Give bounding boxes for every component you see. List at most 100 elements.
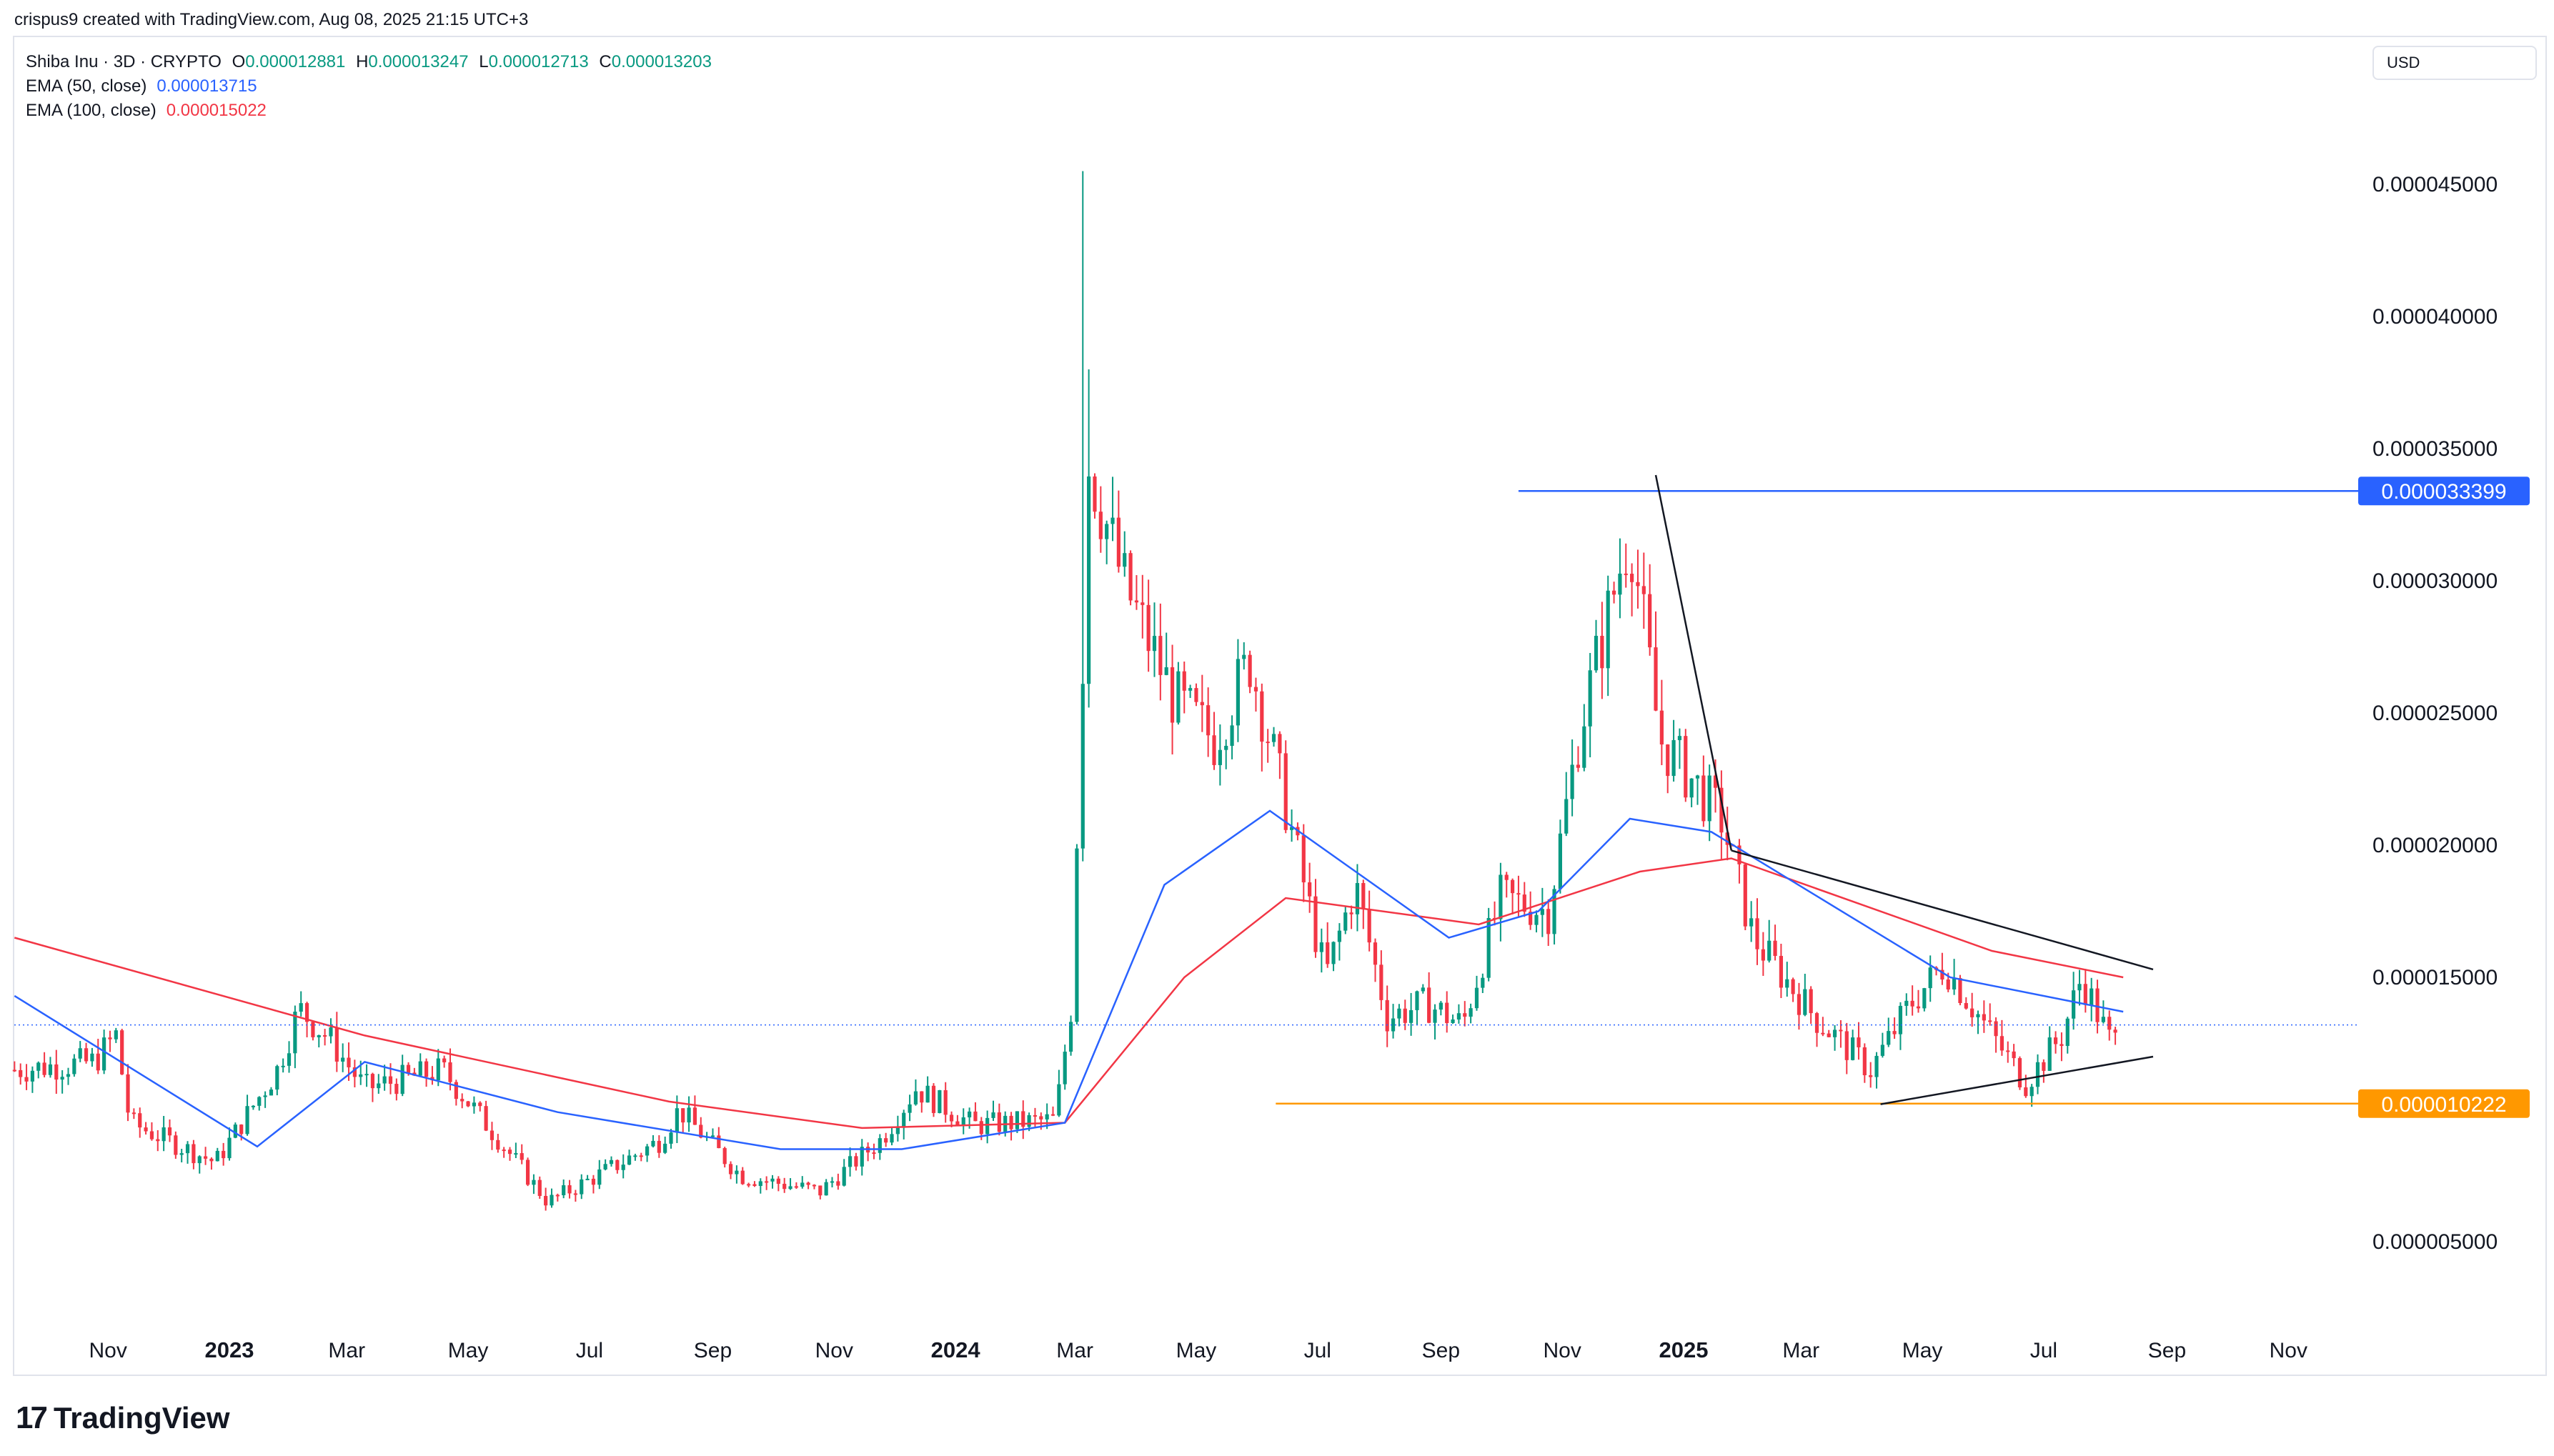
candle-body bbox=[1546, 909, 1551, 934]
candle-body bbox=[1922, 988, 1927, 1009]
y-tick-label: 0.000030000 bbox=[2372, 569, 2498, 593]
candle-body bbox=[269, 1089, 274, 1096]
candle-body bbox=[185, 1144, 190, 1154]
candle-body bbox=[406, 1064, 411, 1073]
candle-body bbox=[1349, 912, 1353, 914]
candle-body bbox=[1397, 1008, 1401, 1019]
candle-body bbox=[597, 1169, 602, 1185]
candle-body bbox=[1188, 688, 1193, 691]
candle-body bbox=[1857, 1037, 1861, 1047]
candle-body bbox=[287, 1053, 292, 1066]
tradingview-logo[interactable]: 17 TradingView bbox=[16, 1400, 230, 1436]
candle-body bbox=[800, 1182, 805, 1187]
ema100-row[interactable]: EMA (100, close) 0.000015022 bbox=[26, 99, 712, 123]
candle-body bbox=[1767, 940, 1772, 961]
candle-body bbox=[1713, 775, 1718, 788]
ema50-line bbox=[14, 809, 2124, 1150]
candle-body bbox=[131, 1112, 136, 1115]
candle-body bbox=[84, 1048, 89, 1062]
x-year-label: 2023 bbox=[205, 1337, 254, 1362]
candle-body bbox=[514, 1153, 518, 1155]
candle-body bbox=[770, 1178, 775, 1182]
candle-body bbox=[728, 1164, 733, 1175]
legend: Shiba Inu · 3D · CRYPTO O0.000012881 H0.… bbox=[26, 50, 712, 123]
candle-body bbox=[1093, 476, 1097, 512]
candle-body bbox=[1068, 1022, 1073, 1052]
candle-body bbox=[967, 1111, 972, 1117]
ema50-row[interactable]: EMA (50, close) 0.000013715 bbox=[26, 74, 712, 99]
candle-body bbox=[460, 1099, 464, 1102]
candle-body bbox=[1648, 594, 1652, 648]
y-tick-label: 0.000005000 bbox=[2372, 1230, 2498, 1254]
candle-body bbox=[1582, 726, 1586, 768]
candle-body bbox=[1456, 1013, 1461, 1019]
candle-body bbox=[293, 1012, 297, 1054]
candle-body bbox=[12, 1069, 16, 1072]
candle-body bbox=[1791, 979, 1795, 994]
candle-body bbox=[788, 1186, 792, 1190]
candle-body bbox=[102, 1037, 106, 1071]
candle-body bbox=[1988, 1020, 1992, 1022]
candle-body bbox=[1050, 1114, 1055, 1116]
candle-body bbox=[1611, 590, 1616, 595]
candle-body bbox=[1098, 512, 1103, 539]
candle-body bbox=[776, 1178, 780, 1184]
resistance-price-label: 0.000033399 bbox=[2381, 480, 2506, 504]
candle-body bbox=[1212, 735, 1216, 765]
candle-body bbox=[669, 1132, 673, 1144]
candle-body bbox=[860, 1147, 864, 1167]
candle-body bbox=[627, 1155, 632, 1165]
candle-body bbox=[1116, 517, 1121, 567]
candle-body bbox=[1821, 1032, 1825, 1034]
candle-body bbox=[806, 1182, 810, 1185]
candle-body bbox=[2029, 1087, 2034, 1097]
candle-body bbox=[1970, 1008, 1974, 1017]
candle-body bbox=[1725, 832, 1729, 845]
candle-body bbox=[1343, 912, 1348, 931]
candle-body bbox=[1486, 917, 1491, 978]
candle-body bbox=[388, 1076, 393, 1084]
candle-body bbox=[2090, 988, 2094, 1005]
candle-body bbox=[1123, 553, 1127, 567]
candle-body bbox=[2065, 1018, 2069, 1047]
candle-body bbox=[2035, 1062, 2040, 1087]
candle-body bbox=[1194, 688, 1198, 702]
candle-body bbox=[1230, 725, 1234, 746]
candle-body bbox=[1128, 553, 1133, 601]
x-month-label: May bbox=[448, 1339, 489, 1362]
y-tick-label: 0.000020000 bbox=[2372, 834, 2498, 857]
candle-body bbox=[615, 1160, 620, 1170]
candle-body bbox=[973, 1111, 978, 1122]
candle-body bbox=[621, 1165, 625, 1170]
candle-body bbox=[1391, 1018, 1396, 1032]
chart-frame bbox=[13, 36, 2547, 1376]
candle-body bbox=[1385, 999, 1389, 1032]
candle-body bbox=[2095, 988, 2100, 1022]
candle-body bbox=[341, 1057, 345, 1062]
candle-body bbox=[1141, 602, 1145, 605]
y-tick-label: 0.000025000 bbox=[2372, 702, 2498, 725]
currency-selector[interactable]: USD bbox=[2372, 46, 2537, 80]
candle-body bbox=[120, 1030, 124, 1074]
candle-body bbox=[1445, 1002, 1449, 1023]
support-price-tag bbox=[2358, 1089, 2530, 1118]
candle-body bbox=[681, 1108, 685, 1123]
x-month-label: Mar bbox=[328, 1339, 365, 1362]
candle-body bbox=[1313, 896, 1318, 952]
candle-body bbox=[902, 1112, 906, 1128]
candle-body bbox=[830, 1181, 835, 1183]
candle-body bbox=[222, 1150, 226, 1159]
symbol-row: Shiba Inu · 3D · CRYPTO O0.000012881 H0.… bbox=[26, 50, 712, 74]
candle-body bbox=[1087, 476, 1091, 684]
candle-body bbox=[1928, 967, 1932, 989]
candle-body bbox=[675, 1108, 679, 1133]
ema100-value: 0.000015022 bbox=[166, 101, 267, 120]
candle-body bbox=[562, 1185, 566, 1195]
candle-body bbox=[1134, 600, 1139, 603]
candle-body bbox=[1403, 1008, 1407, 1023]
candle-body bbox=[1588, 670, 1592, 727]
candle-body bbox=[418, 1061, 422, 1076]
candle-body bbox=[1170, 667, 1175, 723]
candle-body bbox=[1773, 940, 1777, 957]
